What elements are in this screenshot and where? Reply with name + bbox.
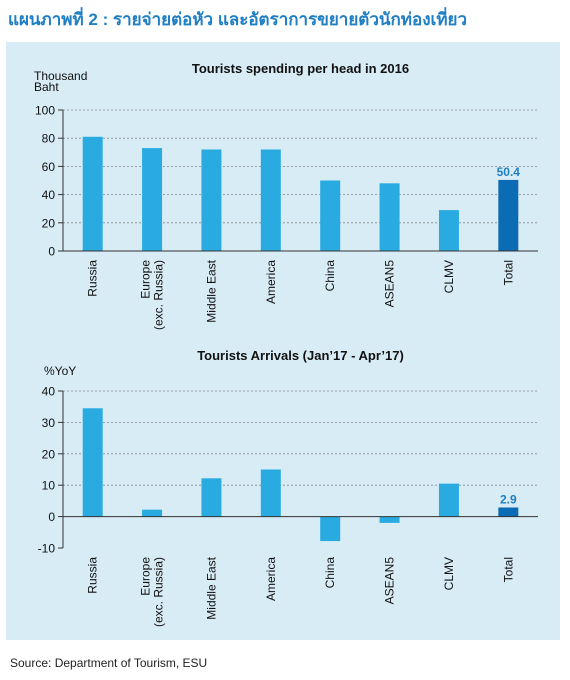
bar-america [260,469,281,517]
y-tick-label: 30 [42,416,56,430]
x-tick-label: Middle East [204,556,218,619]
x-tick-label: Russia [86,557,100,594]
y-tick-label: -10 [38,542,56,556]
y-tick-label: 0 [48,245,55,259]
y-tick-label: 10 [42,479,56,493]
figure-title: แผนภาพที่ 2 : รายจ่ายต่อหัว และอัตราการข… [8,10,468,29]
bar-clmv [438,210,459,251]
chart-title: Tourists spending per head in 2016 [192,61,409,76]
y-tick-label: 0 [48,510,55,524]
bar-middle-east [201,478,222,517]
x-tick-label: Europe(exc. Russia) [139,557,166,627]
x-tick-label: ASEAN5 [383,260,397,308]
y-tick-label: 60 [42,160,56,174]
bar-europe-exc-russia [142,148,163,251]
x-tick-label: Total [501,260,515,285]
bar-total [498,179,519,251]
bar-america [260,149,281,251]
y-tick-label: 20 [42,447,56,461]
bar-russia [82,408,103,517]
bar-total [498,507,519,517]
chart-panel: Tourists spending per head in 2016 Thousa… [6,42,560,640]
y-axis-label: Thousand Baht [34,69,87,94]
x-tick-label: China [323,557,337,589]
data-label: 2.9 [500,492,517,506]
charts-svg: Tourists spending per head in 2016 Thousa… [34,61,538,627]
y-tick-label: 80 [42,132,56,146]
bar-middle-east [201,149,222,251]
y-tick-label: 100 [35,104,55,118]
bar-asean5 [379,183,400,251]
x-tick-label: CLMV [442,557,456,590]
x-tick-label: America [264,260,278,304]
y-tick-label: 40 [42,385,56,399]
data-label: 50.4 [497,165,521,179]
x-tick-label: Europe(exc. Russia) [139,260,166,330]
bar-europe-exc-russia [142,509,163,517]
x-tick-label: Russia [86,260,100,297]
bar-china [320,180,341,251]
x-tick-label: China [323,260,337,292]
y-axis-label: %YoY [44,364,76,378]
chart-title: Tourists Arrivals (Jan’17 - Apr’17) [197,348,404,363]
x-tick-label: Middle East [204,259,218,322]
bar-china [320,516,341,542]
bar-asean5 [379,516,400,523]
bar-russia [82,136,103,251]
x-tick-label: CLMV [442,260,456,293]
y-tick-label: 20 [42,216,56,230]
x-tick-label: ASEAN5 [383,557,397,605]
x-tick-label: Total [501,557,515,582]
y-tick-label: 40 [42,188,56,202]
x-tick-label: America [264,557,278,601]
bar-clmv [438,483,459,517]
source-note: Source: Department of Tourism, ESU [10,656,208,670]
